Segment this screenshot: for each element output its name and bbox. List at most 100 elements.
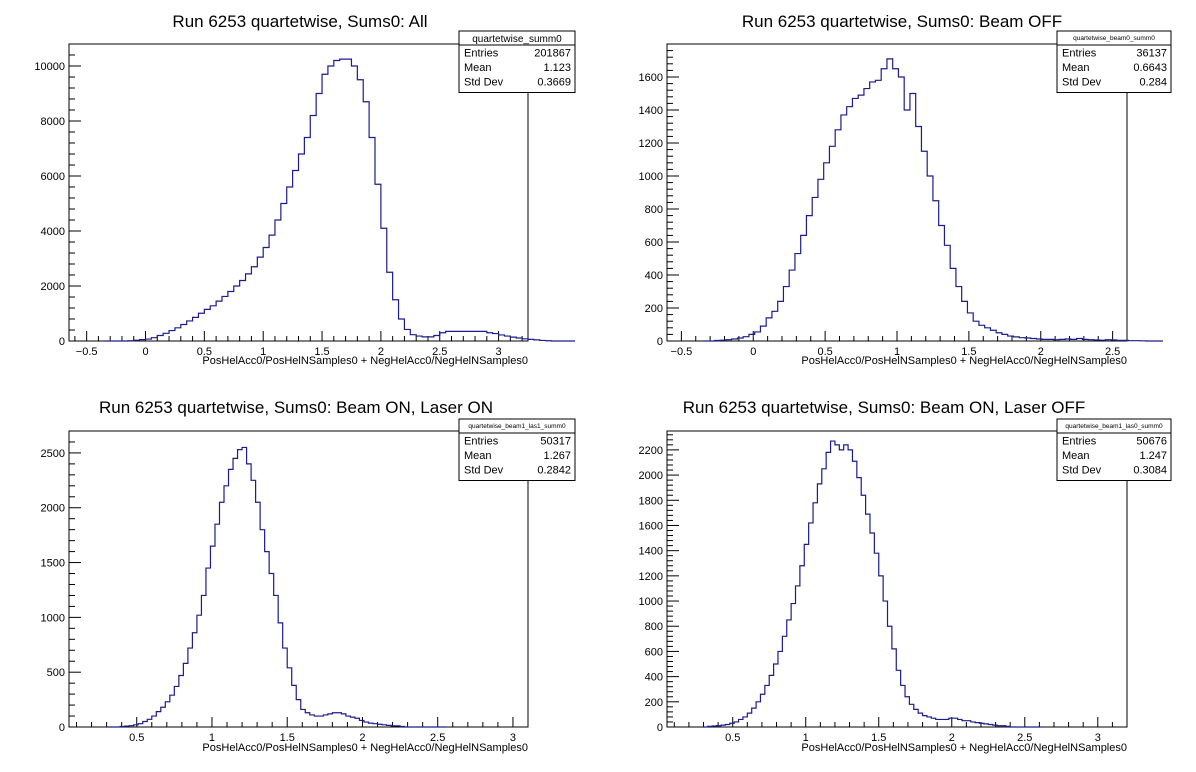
y-tick-label: 500: [47, 667, 65, 679]
histogram-series: [702, 58, 1163, 342]
x-tick-label: 2.5: [432, 346, 447, 358]
plot-frame: [666, 430, 1128, 728]
chart-title: Run 6253 quartetwise, Sums0: Beam OFF: [742, 12, 1062, 31]
x-tick-label: −0.5: [671, 346, 693, 358]
y-tick-label: 1000: [639, 596, 663, 608]
stats-mean-label: Mean: [1062, 62, 1090, 74]
histogram-panel-4: Run 6253 quartetwise, Sums0: Beam ON, La…: [639, 398, 1172, 754]
stats-entries-value: 50317: [540, 436, 571, 448]
y-tick-label: 1000: [41, 612, 65, 624]
stats-histogram-name: quartetwise_beam1_las0_summ0: [1065, 423, 1163, 430]
stats-histogram-name: quartetwise_beam1_las1_summ0: [468, 423, 566, 430]
chart-title: Run 6253 quartetwise, Sums0: All: [172, 12, 427, 31]
stats-std-dev-value: 0.2842: [537, 465, 571, 477]
x-tick-label: 3: [1095, 732, 1101, 744]
stats-mean-label: Mean: [464, 62, 492, 74]
stats-histogram-name: quartetwise_beam0_summ0: [1073, 35, 1155, 42]
y-tick-label: 1600: [639, 520, 663, 532]
x-axis-label: PosHelAcc0/PosHelNSamples0 + NegHelAcc0/…: [202, 355, 528, 367]
x-tick-label: 1.5: [871, 732, 886, 744]
x-tick-label: 0.5: [817, 346, 832, 358]
stats-mean-label: Mean: [464, 450, 492, 462]
stats-box-frame: [1056, 30, 1172, 93]
y-tick-label: 200: [645, 303, 663, 315]
stats-entries-label: Entries: [464, 48, 499, 60]
x-tick-label: 2.5: [1105, 346, 1120, 358]
stats-box: quartetwise_beam1_las1_summ0 Entries 50317…: [458, 418, 576, 481]
y-tick-label: 0: [657, 336, 663, 348]
x-tick-label: 1.5: [280, 732, 295, 744]
stats-std-dev-label: Std Dev: [464, 465, 504, 477]
x-tick-label: 3: [510, 732, 516, 744]
x-tick-label: 3: [496, 346, 502, 358]
y-tick-label: 200: [645, 697, 663, 709]
stats-std-dev-label: Std Dev: [1062, 465, 1102, 477]
x-tick-label: 0.5: [197, 346, 212, 358]
x-axis-label: PosHelAcc0/PosHelNSamples0 + NegHelAcc0/…: [801, 355, 1127, 367]
stats-box-frame: [458, 418, 576, 481]
stats-box: quartetwise_beam1_las0_summ0 Entries 50676…: [1056, 418, 1172, 481]
y-tick-label: 1000: [639, 171, 663, 183]
stats-std-dev-value: 0.3669: [537, 77, 571, 89]
stats-mean-value: 1.247: [1139, 450, 1167, 462]
x-tick-label: 0.5: [725, 732, 740, 744]
stats-box: quartetwise_beam0_summ0 Entries 36137 Mean 0…: [1056, 30, 1172, 93]
x-tick-label: 1.5: [314, 346, 329, 358]
y-tick-label: 4000: [41, 226, 65, 238]
chart-title: Run 6253 quartetwise, Sums0: Beam ON, La…: [683, 398, 1086, 417]
x-tick-label: 1: [894, 346, 900, 358]
x-tick-label: 2.5: [430, 732, 445, 744]
histogram-panel-1: Run 6253 quartetwise, Sums0: All 0 2000 400…: [34, 12, 576, 367]
y-tick-label: 1400: [639, 546, 663, 558]
y-tick-label: 600: [645, 237, 663, 249]
y-tick-label: 0: [657, 722, 663, 734]
stats-mean-value: 1.123: [543, 62, 571, 74]
y-tick-label: 10000: [34, 61, 65, 73]
stats-std-dev-value: 0.3084: [1133, 465, 1167, 477]
y-tick-label: 2500: [41, 448, 65, 460]
stats-mean-value: 1.267: [543, 450, 571, 462]
y-tick-label: 8000: [41, 116, 65, 128]
stats-entries-label: Entries: [1062, 436, 1097, 448]
x-axis-label: PosHelAcc0/PosHelNSamples0 + NegHelAcc0/…: [202, 742, 528, 754]
histogram-series: [106, 446, 446, 728]
y-tick-label: 1500: [41, 558, 65, 570]
y-tick-label: 1400: [639, 105, 663, 117]
stats-std-dev-label: Std Dev: [1062, 77, 1102, 89]
x-tick-label: 2: [1038, 346, 1044, 358]
y-tick-label: 400: [645, 672, 663, 684]
x-tick-label: 1.5: [961, 346, 976, 358]
y-tick-label: 2000: [41, 503, 65, 515]
x-tick-label: 2: [378, 346, 384, 358]
y-tick-label: 2000: [41, 281, 65, 293]
x-tick-label: 1: [209, 732, 215, 744]
stats-entries-value: 36137: [1136, 48, 1167, 60]
y-tick-label: 600: [645, 646, 663, 658]
x-tick-label: 2.5: [1017, 732, 1032, 744]
chart-title: Run 6253 quartetwise, Sums0: Beam ON, La…: [99, 398, 493, 417]
y-tick-label: 0: [59, 336, 65, 348]
y-tick-label: 400: [645, 270, 663, 282]
stats-std-dev-value: 0.284: [1139, 77, 1167, 89]
y-tick-label: 800: [645, 204, 663, 216]
stats-box-frame: [1056, 418, 1172, 481]
stats-entries-value: 50676: [1136, 436, 1167, 448]
stats-entries-value: 201867: [534, 48, 571, 60]
x-tick-label: 1: [260, 346, 266, 358]
stats-entries-label: Entries: [1062, 48, 1097, 60]
x-tick-label: 1: [803, 732, 809, 744]
x-tick-label: −0.5: [76, 346, 98, 358]
stats-mean-label: Mean: [1062, 450, 1090, 462]
y-tick-label: 6000: [41, 171, 65, 183]
y-tick-label: 1800: [639, 495, 663, 507]
x-axis-label: PosHelAcc0/PosHelNSamples0 + NegHelAcc0/…: [801, 742, 1127, 754]
x-tick-label: 0: [750, 346, 756, 358]
x-tick-label: 2: [359, 732, 365, 744]
x-tick-label: 0.5: [129, 732, 144, 744]
histogram-panel-2: Run 6253 quartetwise, Sums0: Beam OFF020…: [639, 12, 1172, 367]
histogram-series: [703, 440, 1041, 728]
histogram-panel-3: Run 6253 quartetwise, Sums0: Beam ON, La…: [41, 398, 576, 754]
stats-std-dev-label: Std Dev: [464, 77, 504, 89]
histogram-series: [104, 58, 576, 342]
